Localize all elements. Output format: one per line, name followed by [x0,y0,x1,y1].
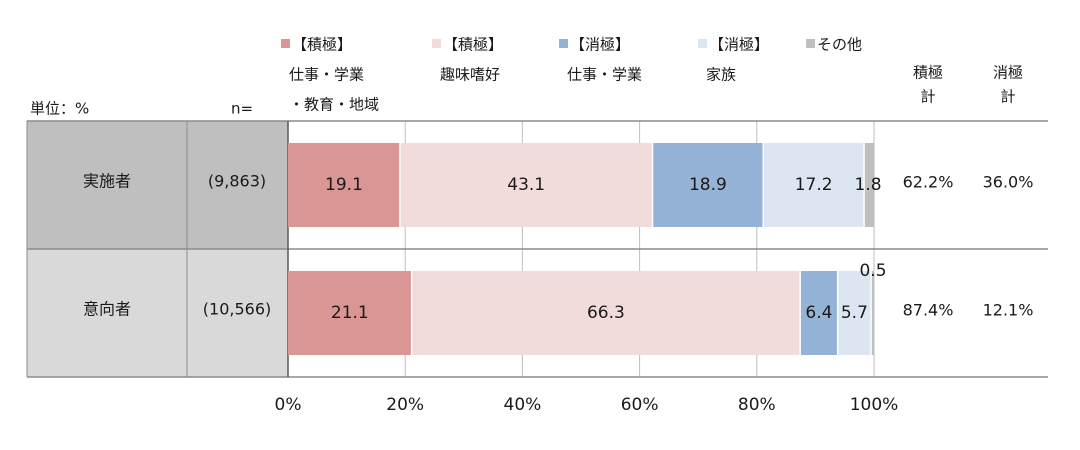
legend-swatch-0 [281,39,290,48]
legend-label: 仕事・学業 [567,66,642,84]
legend-label: 【積極】 [443,36,503,54]
summary-value: 87.4% [903,301,954,320]
bar-segment-4 [871,271,874,355]
x-tick-label: 0% [275,395,302,415]
category-label: 実施者 [83,172,131,191]
x-tick-label: 60% [621,395,659,415]
data-label: 18.9 [689,175,727,195]
summary-column-header: 積極 [913,64,943,82]
sample-size-label: (10,566) [203,300,271,319]
bar-segment-4 [864,143,875,227]
data-label: 0.5 [859,261,886,281]
unit-label: 単位：% [30,100,89,118]
bar-segment-3 [837,271,872,355]
n-header: n= [231,100,253,118]
legend-label: 【消極】 [709,36,769,54]
legend-label: 趣味嗜好 [440,66,500,84]
legend-label: 【積極】 [292,36,352,54]
x-tick-label: 100% [850,395,899,415]
summary-column-header: 消極 [993,64,1023,82]
summary-value: 62.2% [903,173,954,192]
data-label: 19.1 [325,175,363,195]
summary-value: 12.1% [983,301,1034,320]
row-background-1 [27,249,288,377]
sample-size-label: (9,863) [208,172,266,191]
legend-label: その他 [817,36,862,54]
legend-label: 【消極】 [570,36,630,54]
legend-label: ・教育・地域 [289,96,379,114]
summary-value: 36.0% [983,173,1034,192]
bar-segment-3 [763,143,865,227]
data-label: 66.3 [587,303,625,323]
data-label: 43.1 [507,175,545,195]
bar-segment-2 [652,143,764,227]
summary-column-header: 計 [920,88,935,106]
legend-swatch-4 [806,39,815,48]
data-label: 1.8 [855,175,882,195]
x-tick-label: 40% [504,395,542,415]
bar-segment-2 [800,271,838,355]
data-label: 17.2 [795,175,833,195]
x-tick-label: 20% [386,395,424,415]
legend-swatch-2 [559,39,568,48]
category-label: 意向者 [83,300,131,319]
legend-swatch-1 [432,39,441,48]
x-tick-label: 80% [738,395,776,415]
data-label: 21.1 [331,303,369,323]
data-label: 6.4 [805,303,832,323]
legend-label: 仕事・学業 [289,66,364,84]
summary-column-header: 計 [1000,88,1015,106]
legend-label: 家族 [706,66,736,84]
legend-swatch-3 [698,39,707,48]
bar-segment-0 [288,143,400,227]
bar-segment-1 [411,271,801,355]
data-label: 5.7 [841,303,868,323]
bar-segment-0 [288,271,412,355]
row-background-0 [27,121,288,249]
bar-segment-1 [399,143,653,227]
